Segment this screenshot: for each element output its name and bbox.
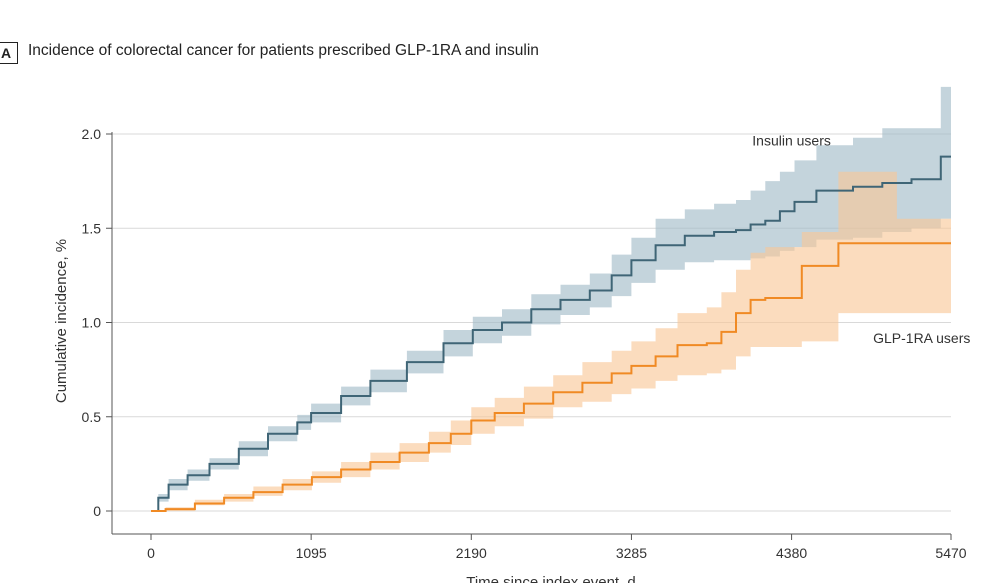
series-line-insulin: [151, 155, 951, 512]
y-tick-label: 2.0: [82, 126, 102, 142]
confidence-band-glp1ra: [151, 171, 951, 511]
x-axis-label: Time since index event, d: [466, 574, 636, 583]
y-tick-label: 1.0: [82, 315, 102, 331]
annotations: Insulin users GLP-1RA users: [752, 132, 970, 346]
series-line-glp1ra: [151, 242, 951, 512]
axes: 0 0.5 1.0 1.5 2.0 0 1095 2190 3285 4380 5470: [82, 126, 967, 561]
y-tick-label: 1.5: [82, 220, 102, 236]
series-lines: [151, 155, 951, 512]
chart-title: Incidence of colorectal cancer for patie…: [28, 42, 539, 59]
x-tick-label: 5470: [935, 545, 966, 561]
x-tick-label: 3285: [616, 545, 647, 561]
x-tick-label: 1095: [296, 545, 327, 561]
confidence-bands: [151, 86, 951, 512]
x-tick-label: 4380: [776, 545, 807, 561]
y-tick-label: 0.5: [82, 409, 102, 425]
y-axis-label: Cumulative incidence, %: [53, 239, 70, 403]
panel-label: A: [0, 42, 18, 64]
x-tick-label: 2190: [456, 545, 487, 561]
y-tick-label: 0: [93, 503, 101, 519]
confidence-band-insulin: [151, 86, 951, 512]
x-tick-label: 0: [147, 545, 155, 561]
series-annotation-glp1ra: GLP-1RA users: [873, 330, 970, 346]
series-annotation-insulin: Insulin users: [752, 132, 831, 148]
